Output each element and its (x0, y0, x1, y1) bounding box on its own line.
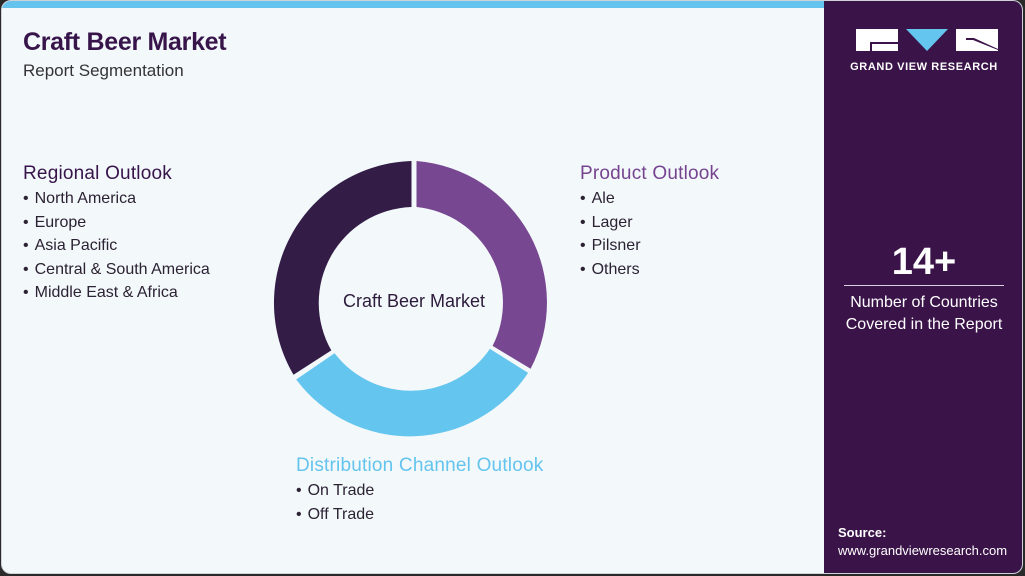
product-outlook-title: Product Outlook (580, 163, 720, 184)
regional-outlook-title: Regional Outlook (23, 163, 172, 184)
segment-regional (273, 161, 412, 375)
list-item: North America (23, 187, 210, 211)
donut-center-label: Craft Beer Market (342, 291, 486, 311)
list-item: Others (580, 258, 719, 282)
brand-name: GRAND VIEW RESEARCH (850, 61, 998, 73)
list-item: Europe (23, 211, 210, 235)
gvr-logo-icon (856, 29, 998, 51)
list-item: Off Trade (296, 503, 543, 527)
distribution-outlook: Distribution Channel Outlook On Trade Of… (296, 455, 543, 526)
list-item: Lager (580, 211, 719, 235)
donut-chart (273, 161, 547, 437)
accent-bar (2, 1, 824, 8)
list-item: Pilsner (580, 234, 719, 258)
stat-label-line1: Number of Countries (850, 294, 998, 311)
distribution-outlook-title: Distribution Channel Outlook (296, 455, 544, 476)
sidebar-panel: GRAND VIEW RESEARCH 14+ Number of Countr… (824, 1, 1022, 573)
source-heading: Source: (838, 525, 887, 540)
regional-outlook: Regional Outlook North America Europe As… (23, 163, 210, 305)
stat-value: 14+ (891, 241, 957, 283)
page-title: Craft Beer Market (23, 28, 227, 56)
segment-product (416, 161, 547, 369)
list-item: Asia Pacific (23, 234, 210, 258)
divider (844, 285, 1004, 286)
list-item: Central & South America (23, 258, 210, 282)
product-outlook: Product Outlook Ale Lager Pilsner Others (580, 163, 719, 281)
list-item: On Trade (296, 479, 543, 503)
list-item: Ale (580, 187, 719, 211)
source-url[interactable]: www.grandviewresearch.com (838, 543, 1008, 558)
stat-label-line2: Covered in the Report (845, 316, 1003, 333)
segment-distribution (296, 348, 529, 437)
list-item: Middle East & Africa (23, 281, 210, 305)
stat-label: Number of Countries Covered in the Repor… (824, 292, 1022, 336)
page-subtitle: Report Segmentation (23, 61, 184, 80)
